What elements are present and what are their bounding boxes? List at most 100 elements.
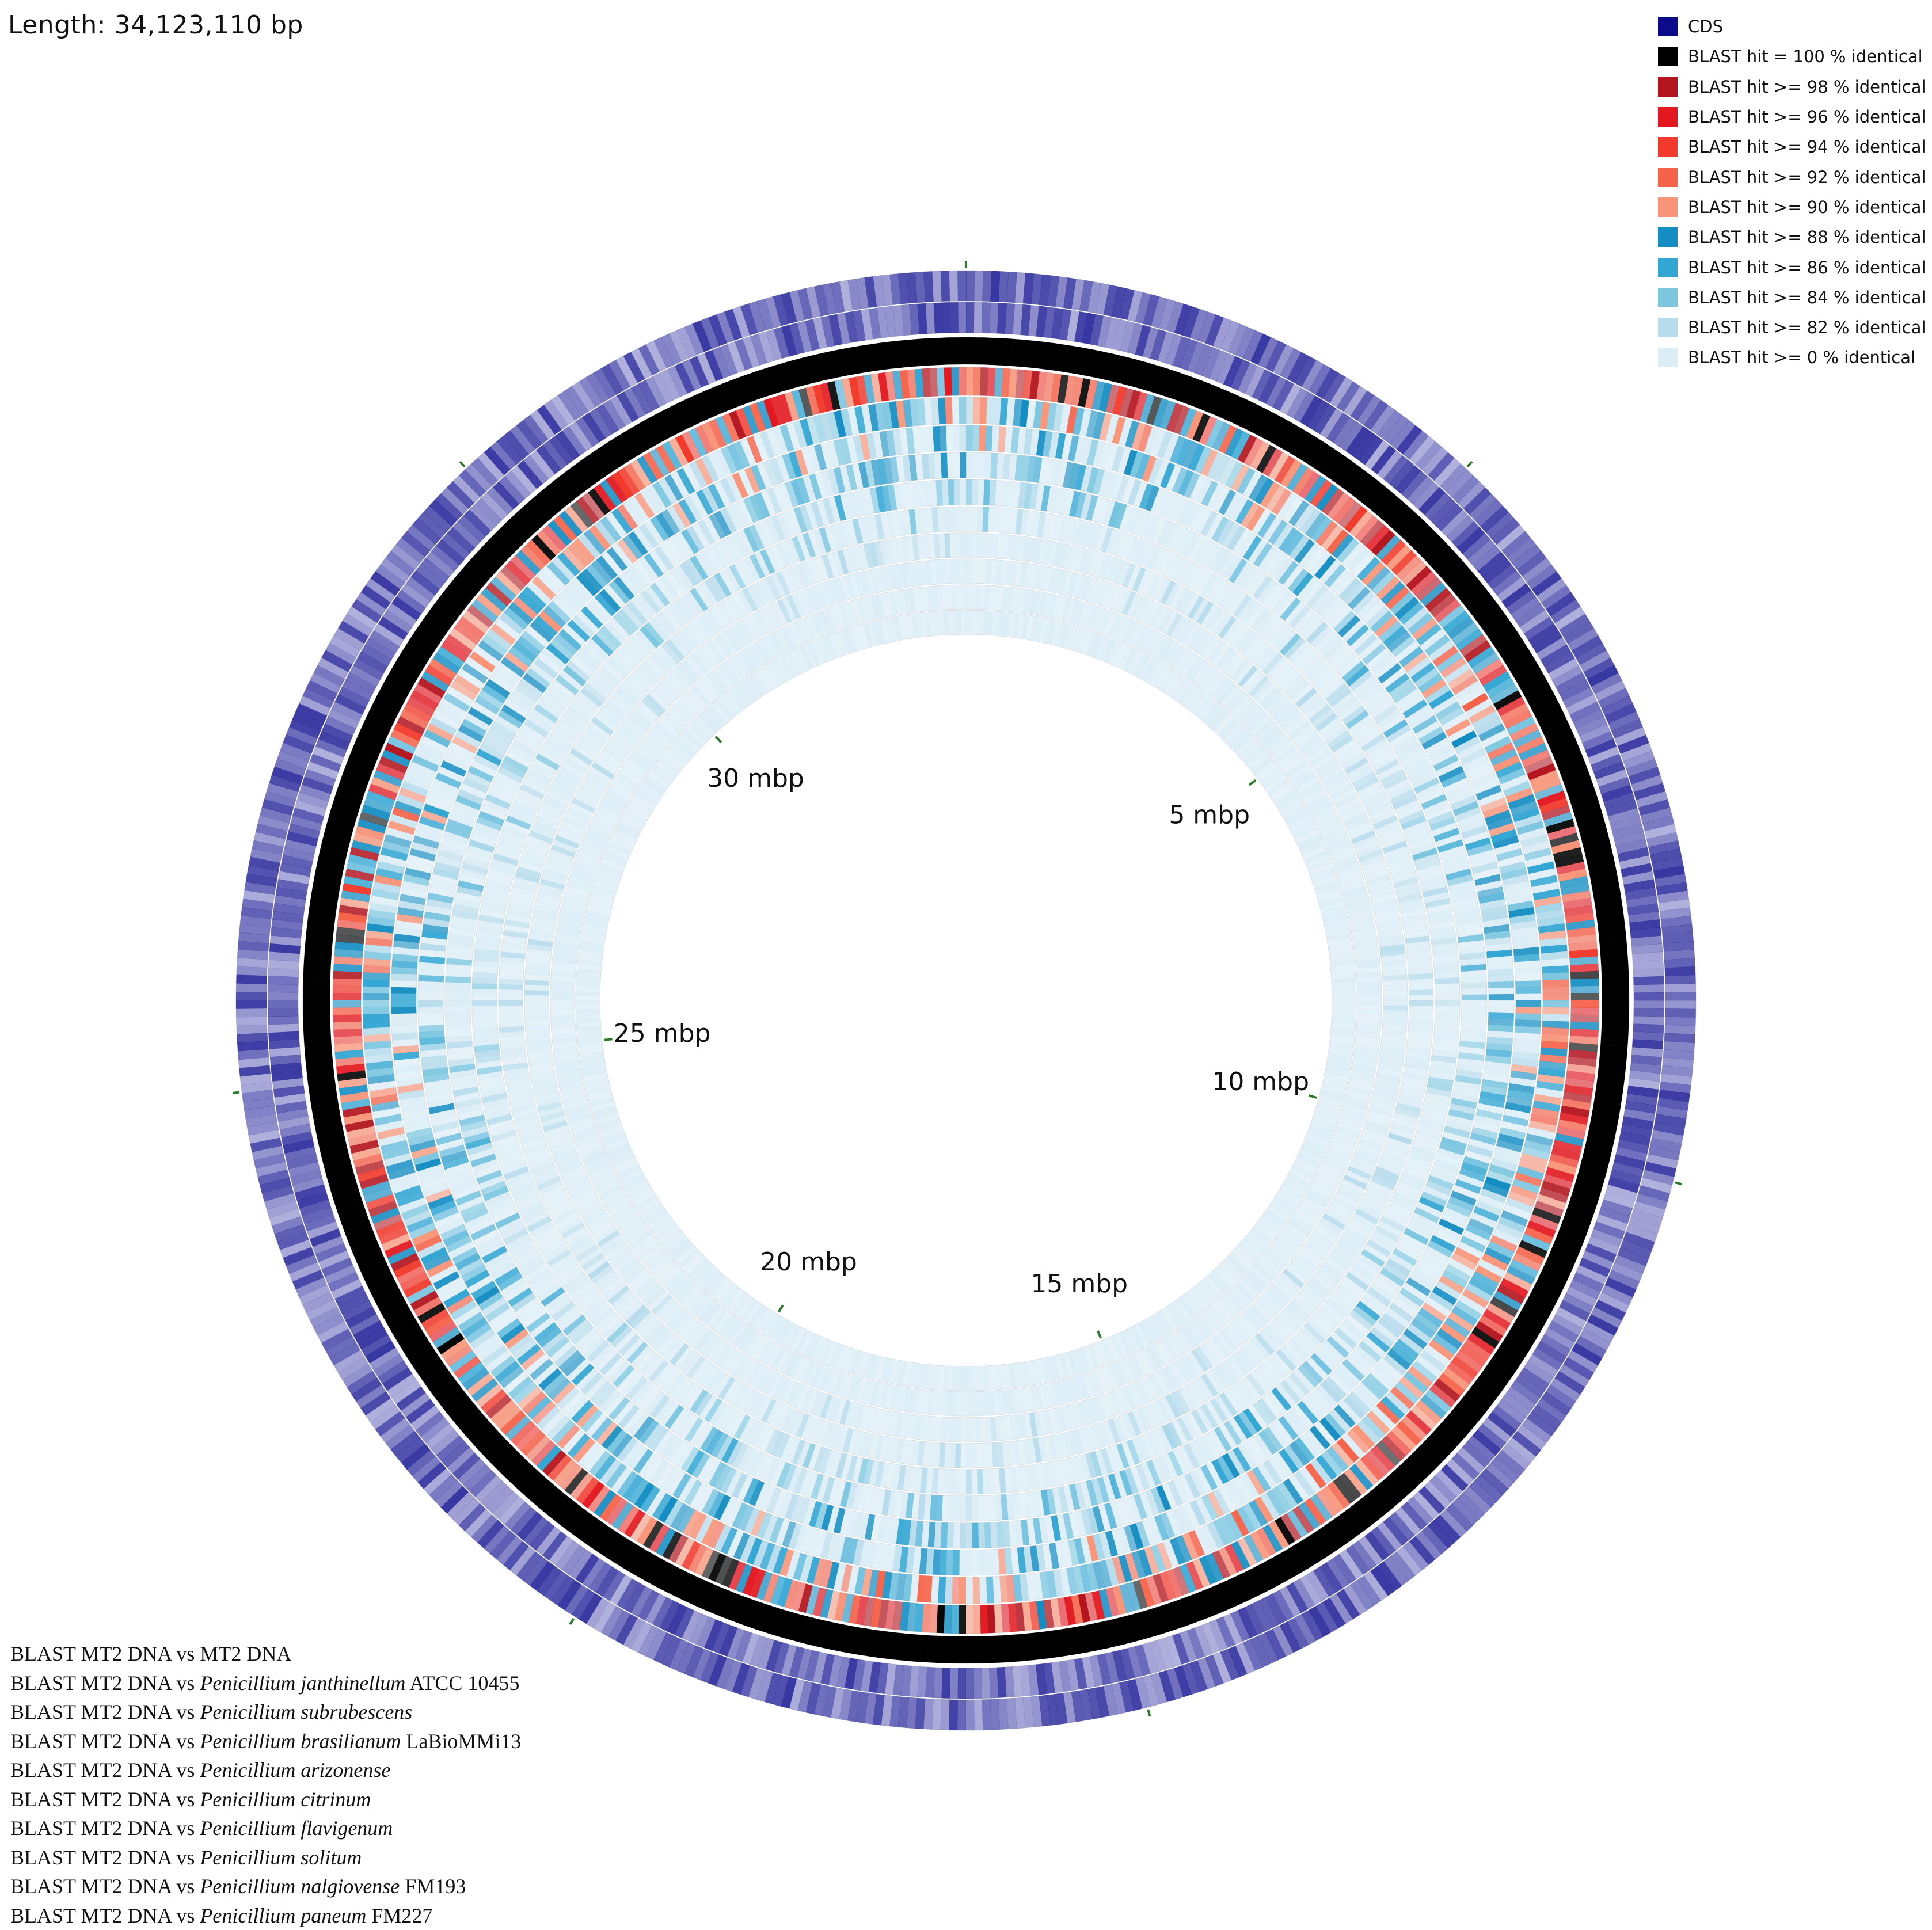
blast-segment (248, 1129, 280, 1144)
blast-segment (1597, 916, 1625, 927)
blast-segment (236, 966, 268, 976)
blast-segment (813, 317, 828, 349)
blast-segment (1491, 518, 1520, 545)
blast-segment (896, 1632, 907, 1661)
blast-segment (1591, 1307, 1622, 1328)
blast-segment (1537, 578, 1567, 603)
blast-segment (1497, 636, 1524, 657)
blast-segment (652, 372, 674, 404)
blast-segment (425, 610, 452, 633)
blast-segment (1151, 1672, 1167, 1704)
blast-segment (310, 892, 339, 905)
blast-segment (820, 1653, 835, 1685)
blast-segment (1462, 1441, 1490, 1468)
blast-segment (1028, 305, 1040, 337)
blast-segment (268, 992, 299, 1000)
blast-segment (710, 385, 728, 414)
blast-segment (1522, 558, 1552, 583)
blast-segment (1536, 1341, 1567, 1364)
blast-segment (1376, 1561, 1402, 1591)
blast-segment (634, 1551, 655, 1579)
blast-segment (463, 509, 492, 537)
blast-segment (390, 1430, 420, 1457)
blast-segment (1600, 946, 1628, 957)
blast-segment (1315, 446, 1337, 474)
blast-segment (458, 515, 486, 542)
blast-segment (1132, 391, 1148, 421)
blast-segment (399, 1331, 427, 1352)
blast-segment (552, 478, 575, 504)
blast-segment (1629, 767, 1660, 785)
blast-segment (1603, 792, 1636, 809)
blast-segment (288, 1162, 320, 1178)
blast-segment (361, 644, 392, 667)
blast-segment (478, 1431, 504, 1456)
blast-segment (1235, 1642, 1256, 1674)
blast-segment (1515, 1007, 1541, 1014)
blast-segment (1663, 941, 1694, 952)
blast-segment (447, 1447, 475, 1474)
blast-segment (1250, 441, 1270, 470)
blast-segment (1594, 1299, 1626, 1321)
blast-segment (789, 323, 805, 355)
blast-segment (998, 1698, 1009, 1730)
blast-segment (292, 808, 324, 824)
blast-segment (1089, 1655, 1104, 1687)
blast-segment (898, 273, 910, 304)
blast-segment (1119, 1681, 1135, 1713)
blast-segment (1631, 1209, 1663, 1227)
blast-segment (1406, 1497, 1433, 1525)
blast-segment (391, 1318, 419, 1339)
blast-segment (982, 302, 991, 333)
blast-segment (939, 425, 947, 451)
genome-length-title: Length: 34,123,110 bp (8, 10, 303, 40)
blast-segment (917, 1666, 927, 1697)
blast-segment (615, 356, 638, 387)
blast-segment (1395, 1506, 1421, 1536)
blast-segment (382, 1367, 413, 1391)
blast-segment (957, 1699, 966, 1730)
blast-segment (1357, 1575, 1382, 1606)
blast-segment (1656, 882, 1688, 896)
blast-segment (1055, 1693, 1068, 1725)
blast-segment (361, 1334, 392, 1357)
blast-segment (1544, 724, 1572, 742)
blast-segment (244, 1105, 276, 1119)
blast-segment (1172, 1633, 1190, 1665)
blast-segment (732, 1595, 749, 1624)
blast-segment (1546, 1384, 1576, 1409)
blast-segment (1461, 1012, 1487, 1019)
blast-segment (458, 1409, 484, 1433)
blast-segment (601, 1532, 623, 1559)
blast-segment (1664, 1041, 1695, 1052)
blast-segment (366, 578, 395, 603)
blast-segment (1469, 493, 1497, 521)
blast-segment (912, 1634, 922, 1662)
blast-segment (1570, 1021, 1599, 1030)
blast-segment (1474, 1474, 1503, 1502)
blast-segment (1315, 484, 1338, 511)
blast-segment (1204, 1587, 1222, 1616)
blast-segment (391, 596, 421, 621)
blast-segment (435, 493, 463, 521)
blast-segment (1340, 1510, 1362, 1537)
blast-segment (1339, 1550, 1363, 1579)
blast-segment (724, 1660, 743, 1692)
blast-segment (401, 531, 431, 557)
blast-segment (463, 1414, 489, 1438)
blast-segment (458, 1458, 486, 1486)
blast-segment (1540, 1334, 1571, 1357)
blast-segment (966, 337, 974, 365)
blast-segment (1397, 512, 1421, 538)
blast-segment (340, 773, 368, 790)
blast-segment (1095, 283, 1110, 315)
blast-segment (353, 658, 384, 680)
blast-segment (380, 1299, 408, 1319)
blast-segment (1506, 590, 1536, 615)
blast-segment (313, 746, 344, 765)
blast-segment (236, 1008, 267, 1018)
blast-segment (431, 1429, 460, 1456)
blast-segment (1403, 431, 1429, 460)
blast-segment (1446, 515, 1474, 543)
blast-segment (271, 1062, 302, 1074)
